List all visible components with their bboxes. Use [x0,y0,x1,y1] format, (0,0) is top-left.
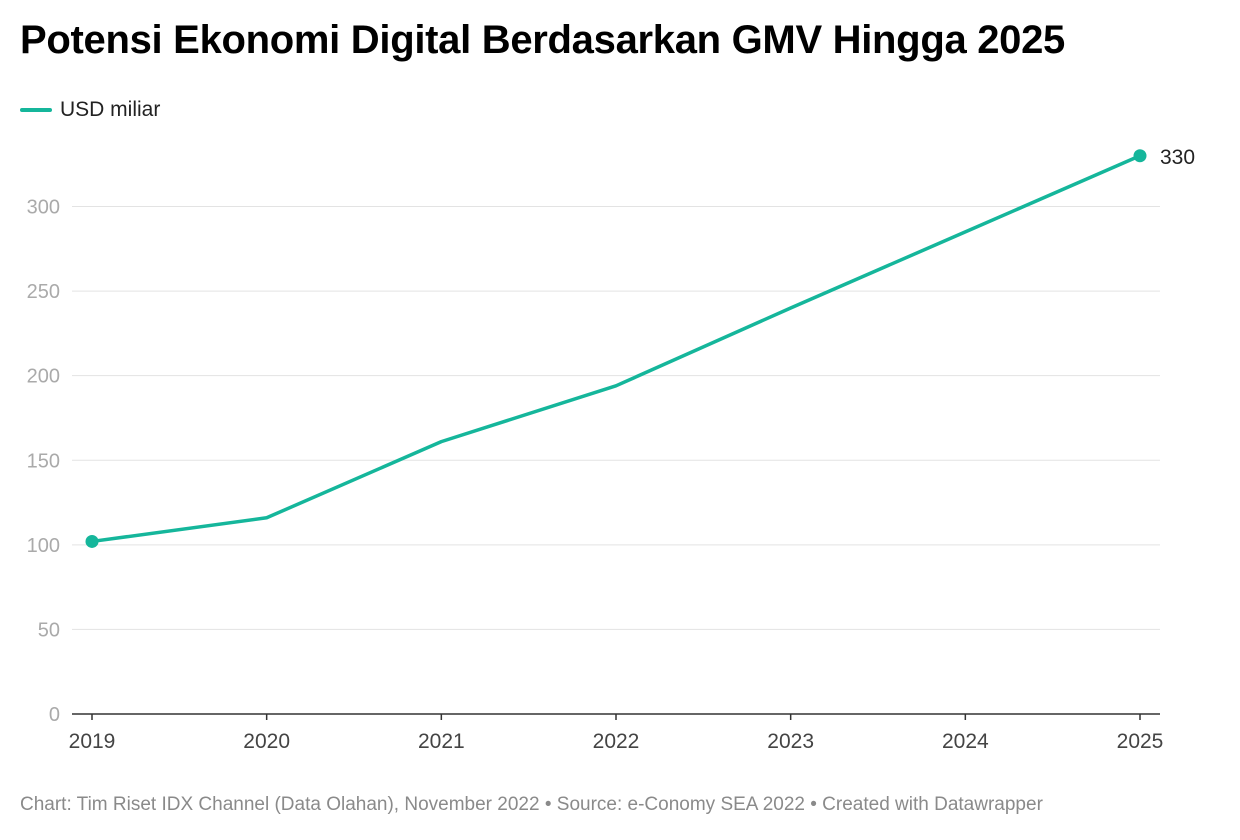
x-tick-label: 2023 [767,730,814,753]
y-tick-label: 300 [27,197,60,219]
data-point-marker [1133,149,1147,163]
x-tick-label: 2020 [243,730,290,753]
y-tick-label: 0 [49,704,60,726]
y-tick-label: 250 [27,281,60,303]
data-point-marker [85,534,99,548]
axes [72,713,1160,720]
x-tick-label: 2019 [69,730,116,753]
series-line-usd-miliar [90,154,1142,544]
legend-label: USD miliar [60,98,161,121]
y-tick-label: 150 [27,450,60,472]
x-tick-label: 2021 [418,730,465,753]
legend: USD miliar [20,98,160,122]
grid [72,206,1160,630]
labels: 0 50 100 150 200 250 300 2019 2020 2021 2022 2023 20… [27,146,1195,753]
y-tick-label: 50 [38,619,60,641]
x-tick-label: 2022 [593,730,640,753]
x-tick-label: 2025 [1117,730,1164,753]
y-tick-label: 200 [27,366,60,388]
chart-title: Potensi Ekonomi Digital Berdasarkan GMV … [20,18,1065,62]
end-value-label: 330 [1160,146,1195,169]
y-tick-label: 100 [27,535,60,557]
chart-footer-credits: Chart: Tim Riset IDX Channel (Data Olaha… [20,794,1043,815]
series-layer [85,149,1147,548]
legend-swatch [20,108,52,112]
x-tick-label: 2024 [942,730,989,753]
